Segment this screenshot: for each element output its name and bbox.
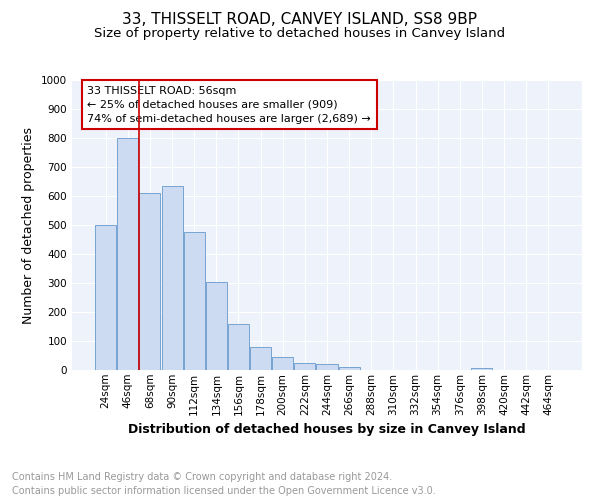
Bar (316, 364, 338, 370)
Bar (184, 232, 205, 370)
Bar (250, 348, 271, 370)
Y-axis label: Number of detached properties: Number of detached properties (22, 126, 35, 324)
Bar (228, 324, 249, 370)
Bar (206, 282, 227, 370)
Bar (95, 225, 116, 370)
Bar (472, 368, 493, 370)
Text: Contains HM Land Registry data © Crown copyright and database right 2024.: Contains HM Land Registry data © Crown c… (12, 472, 392, 482)
Bar (139, 193, 160, 370)
Bar (272, 357, 293, 370)
Text: Contains public sector information licensed under the Open Government Licence v3: Contains public sector information licen… (12, 486, 436, 496)
Bar (338, 367, 359, 370)
Text: 33 THISSELT ROAD: 56sqm
← 25% of detached houses are smaller (909)
74% of semi-d: 33 THISSELT ROAD: 56sqm ← 25% of detache… (88, 86, 371, 124)
Bar (118, 138, 139, 370)
Bar (161, 186, 182, 370)
Text: 33, THISSELT ROAD, CANVEY ISLAND, SS8 9BP: 33, THISSELT ROAD, CANVEY ISLAND, SS8 9B… (122, 12, 478, 28)
X-axis label: Distribution of detached houses by size in Canvey Island: Distribution of detached houses by size … (128, 423, 526, 436)
Text: Size of property relative to detached houses in Canvey Island: Size of property relative to detached ho… (94, 28, 506, 40)
Bar (295, 363, 316, 370)
